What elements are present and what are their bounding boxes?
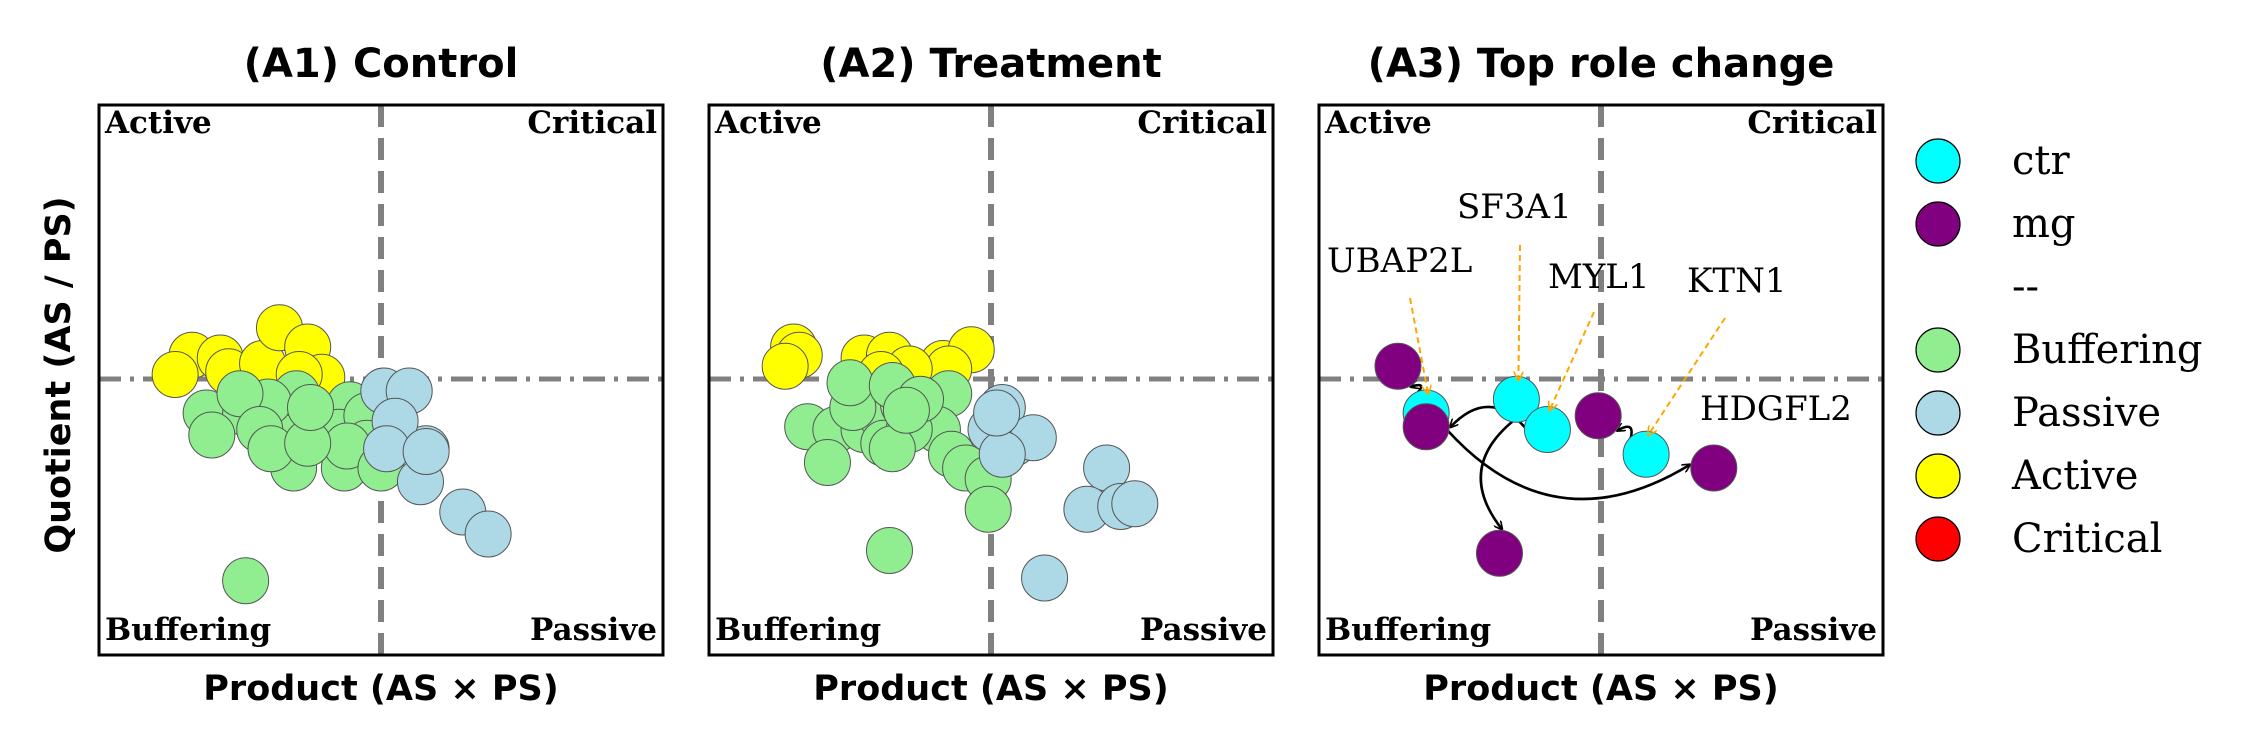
point-passive: [978, 430, 1026, 478]
x-axis-label: Product (AS × PS): [813, 669, 1168, 709]
quadrant-label-critical: Critical: [1747, 105, 1877, 141]
point-buffering: [287, 384, 334, 431]
legend-swatch: [1915, 138, 1961, 184]
panel-title: (A3) Top role change: [1368, 41, 1835, 87]
legend-label: --: [2012, 264, 2039, 310]
y-axis-label: Quotient (AS / PS): [39, 196, 79, 553]
quadrant-label-passive: Passive: [530, 612, 657, 648]
legend: ctr mg -- Buffering Passive Active Critical: [1915, 138, 2203, 562]
point-buffering: [882, 386, 930, 434]
quadrant-label-buffering: Buffering: [715, 612, 881, 648]
point-mg: [1690, 444, 1738, 492]
point-passive: [973, 389, 1021, 437]
point-passive: [363, 425, 411, 473]
panel-title: (A1) Control: [244, 41, 519, 87]
gene-label: KTN1: [1687, 261, 1786, 301]
quadrant-label-active: Active: [714, 105, 822, 141]
quadrant-label-critical: Critical: [527, 105, 657, 141]
point-active: [761, 342, 809, 390]
x-axis-label: Product (AS × PS): [203, 669, 558, 709]
legend-swatch: [1915, 453, 1961, 499]
legend-label: Critical: [2012, 516, 2162, 562]
point-passive: [1021, 554, 1069, 602]
quadrant-label-critical: Critical: [1137, 105, 1267, 141]
transition-arrow: [1479, 419, 1515, 529]
point-active: [151, 351, 199, 398]
point-buffering: [803, 439, 851, 486]
transition-arrow: [1445, 428, 1690, 501]
point-buffering: [865, 527, 913, 574]
point-ctr: [1622, 430, 1670, 478]
point-mg: [1374, 342, 1422, 390]
quadrant-label-active: Active: [104, 105, 212, 141]
legend-swatch: [1915, 327, 1961, 373]
gene-label: SF3A1: [1457, 187, 1572, 227]
legend-label: mg: [2012, 201, 2076, 247]
gene-label: UBAP2L: [1327, 241, 1472, 281]
quadrant-label-passive: Passive: [1750, 612, 1877, 648]
quadrant-label-active: Active: [1324, 105, 1432, 141]
legend-label: Buffering: [2012, 327, 2203, 373]
gene-leader-line: [1518, 244, 1520, 380]
point-ctr: [1523, 406, 1571, 453]
legend-swatch: [1915, 201, 1961, 247]
point-buffering: [964, 485, 1012, 533]
gene-label: MYL1: [1548, 257, 1649, 297]
gene-label: HDGFL2: [1700, 389, 1852, 429]
gene-leader-line: [1648, 317, 1726, 435]
point-mg: [1574, 392, 1622, 440]
legend-swatch: [1915, 390, 1961, 436]
point-buffering: [222, 557, 270, 605]
gene-leader-line: [1549, 311, 1595, 411]
plot-frame: [707, 103, 1275, 657]
point-mg: [1402, 403, 1450, 451]
quadrant-label-buffering: Buffering: [105, 612, 271, 648]
point-buffering: [188, 411, 236, 459]
legend-label: Passive: [2012, 390, 2161, 436]
point-passive: [464, 510, 512, 558]
point-buffering: [826, 359, 874, 407]
plot-frame: [97, 103, 665, 657]
plot-frame: [1317, 103, 1885, 657]
legend-label: ctr: [2012, 138, 2070, 184]
legend-swatch: [1915, 516, 1961, 562]
point-passive: [402, 428, 450, 475]
gene-leader-line: [1409, 297, 1428, 394]
point-passive: [1111, 480, 1159, 528]
legend-label: Active: [2011, 453, 2138, 499]
x-axis-label: Product (AS × PS): [1423, 669, 1778, 709]
panel-title: (A2) Treatment: [820, 41, 1162, 87]
panel-a2: (A2) Treatment Product (AS × PS) Active …: [707, 41, 1275, 709]
panel-a1: (A1) Control Product (AS × PS) Active Cr…: [97, 41, 665, 709]
point-mg: [1475, 529, 1523, 577]
quadrant-label-buffering: Buffering: [1325, 612, 1491, 648]
quadrant-label-passive: Passive: [1140, 612, 1267, 648]
panel-a3: (A3) Top role change Product (AS × PS) U…: [1317, 41, 1885, 709]
